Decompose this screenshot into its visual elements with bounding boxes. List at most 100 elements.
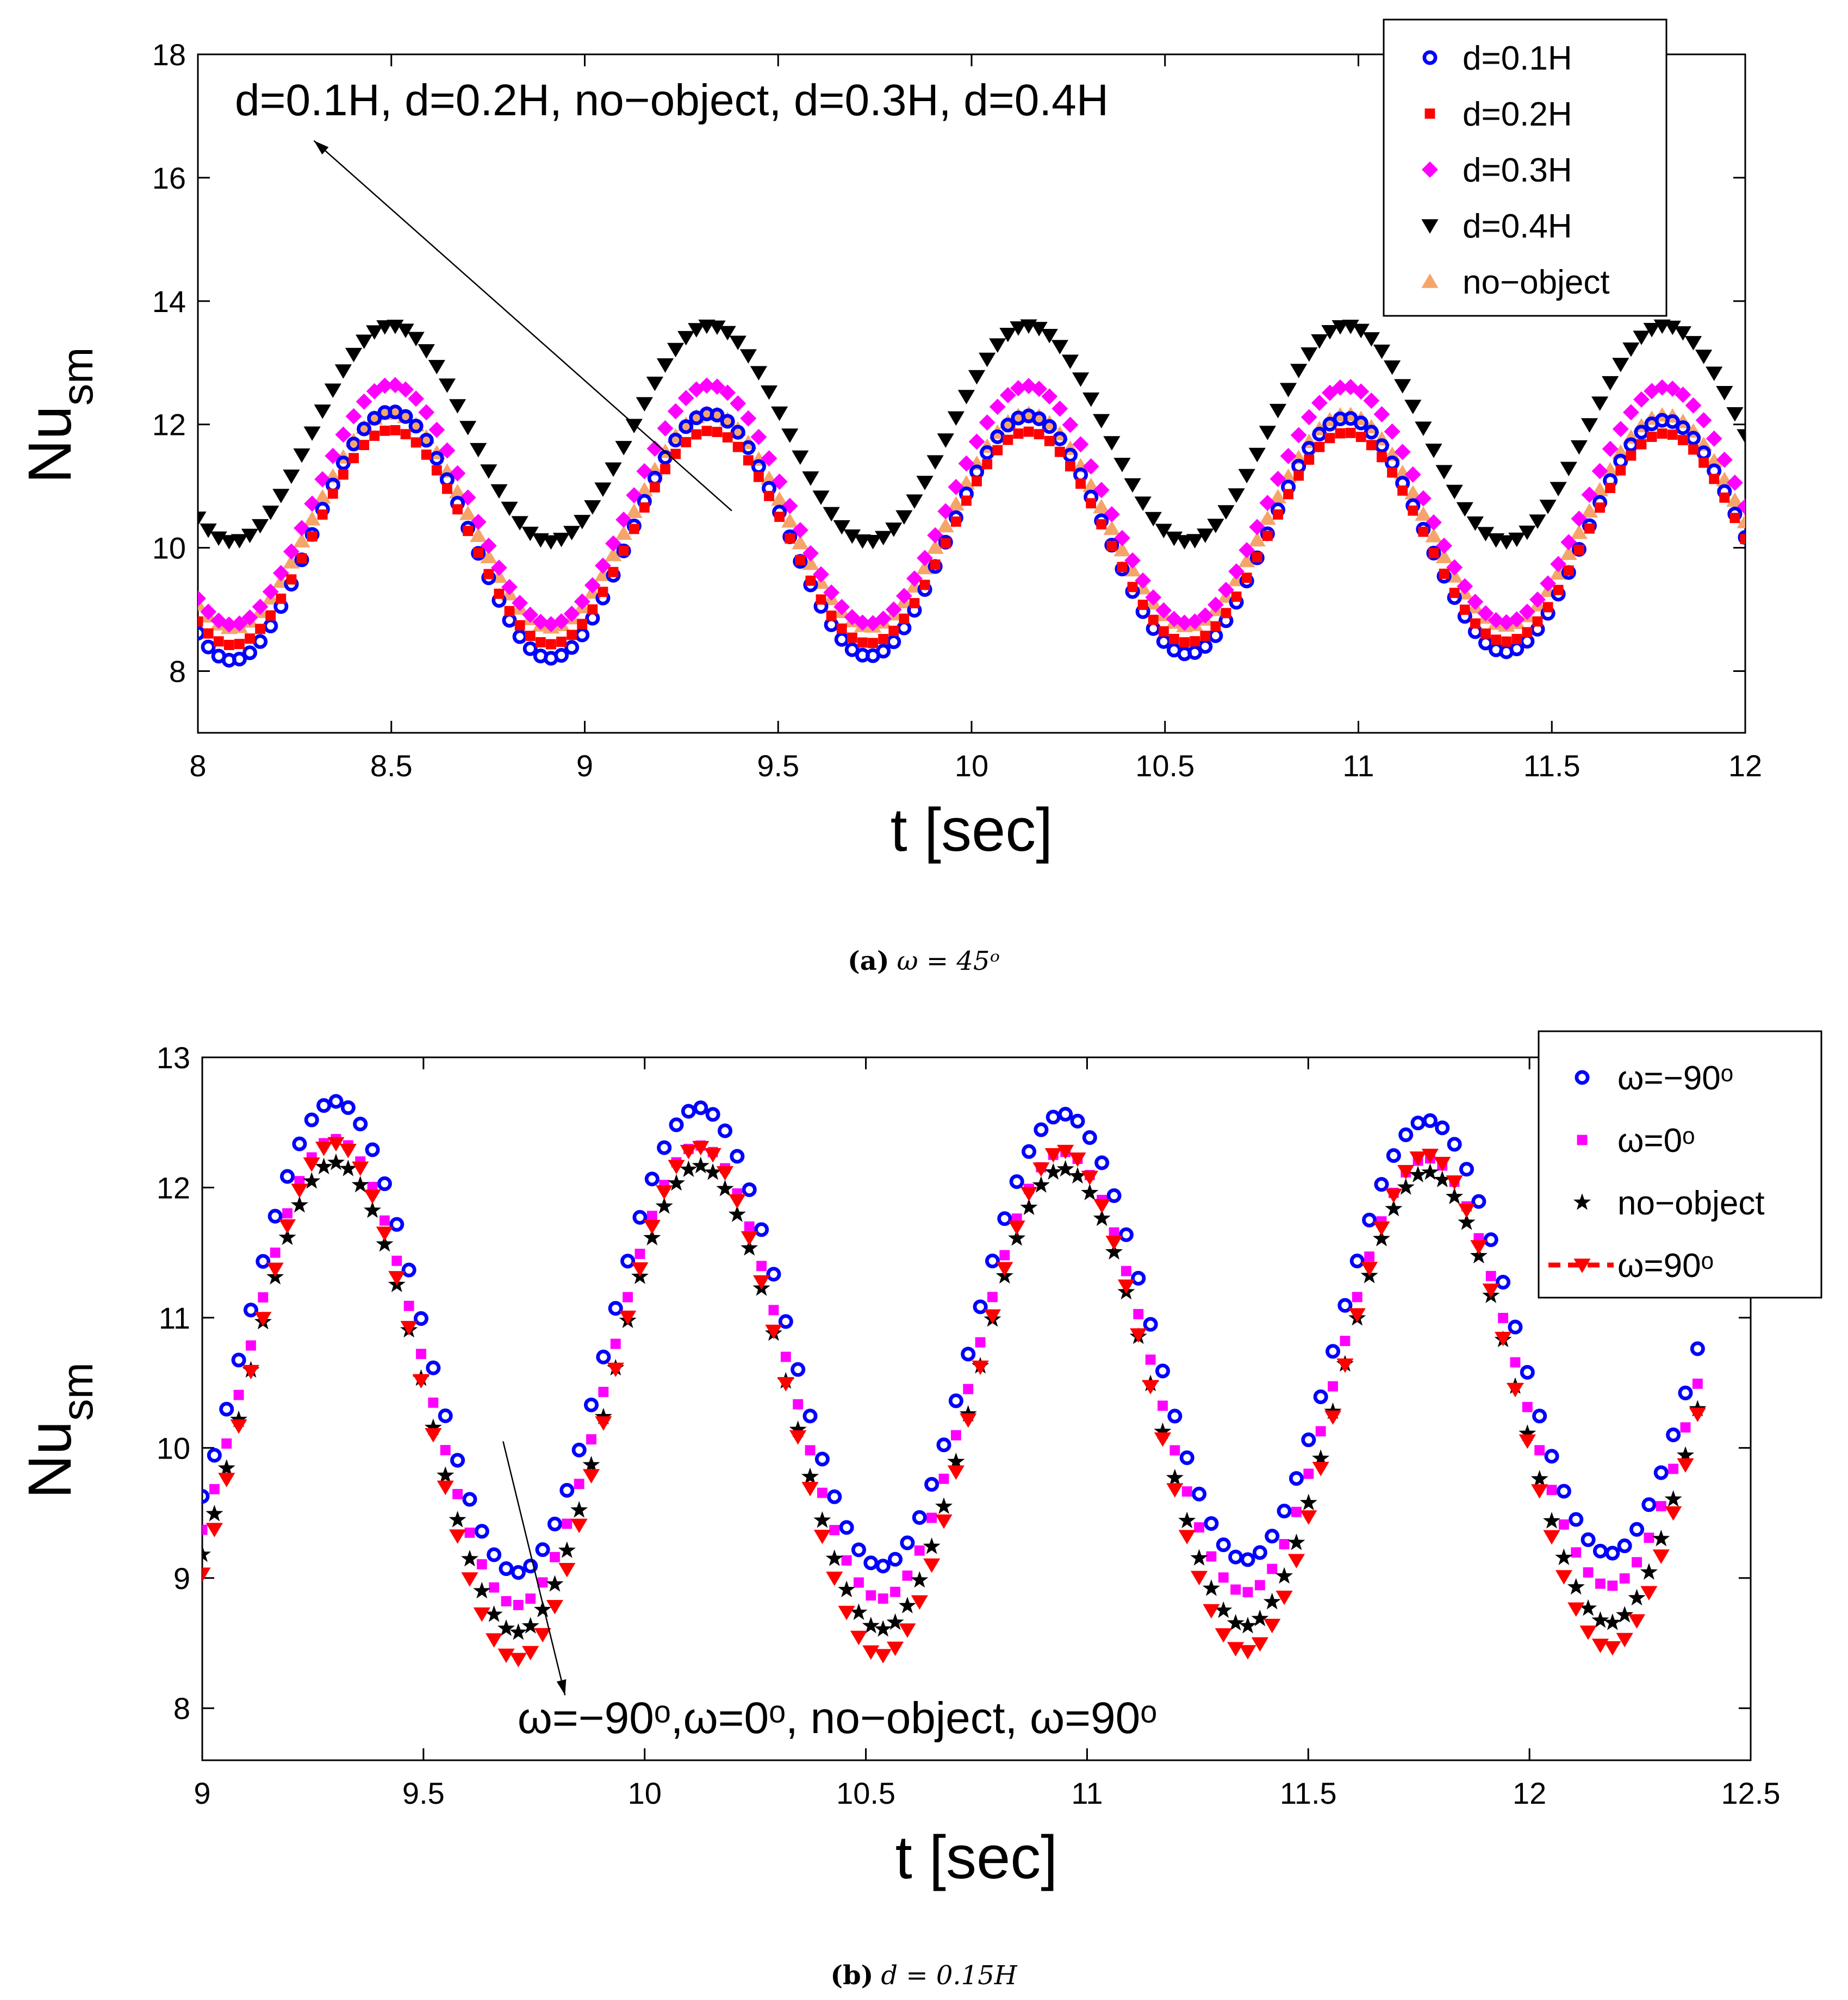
data-point-90 bbox=[948, 1393, 963, 1409]
data-point-d-0-2h bbox=[743, 455, 754, 466]
data-point-d-0-4h bbox=[449, 399, 466, 414]
data-point-90 bbox=[631, 1262, 649, 1277]
legend-label: ω=0ᵒ bbox=[1617, 1122, 1695, 1160]
data-point-d-0-2h bbox=[379, 425, 390, 436]
data-point-d-0-4h bbox=[1508, 532, 1526, 547]
data-point-d-0-4h bbox=[906, 494, 923, 509]
data-point-90 bbox=[923, 1558, 941, 1573]
data-point-90 bbox=[219, 1401, 234, 1417]
data-point-90 bbox=[1605, 1546, 1620, 1561]
data-point-0 bbox=[1352, 1292, 1362, 1303]
data-point-0 bbox=[866, 1590, 876, 1601]
data-point-d-0-4h bbox=[636, 397, 653, 412]
data-point-0 bbox=[1242, 1587, 1253, 1598]
data-point-d-0-4h bbox=[1113, 458, 1131, 472]
x-tick-label: 10.5 bbox=[1135, 749, 1194, 783]
data-point-90 bbox=[1131, 1270, 1146, 1286]
data-point-d-0-3h bbox=[1591, 463, 1608, 479]
data-point-d-0-3h bbox=[968, 433, 985, 450]
data-point-0 bbox=[610, 1338, 621, 1349]
data-point-90 bbox=[1203, 1604, 1220, 1619]
data-point-d-0-1h bbox=[679, 419, 694, 434]
data-point-d-0-2h bbox=[1075, 478, 1086, 489]
data-point-90 bbox=[1458, 1203, 1476, 1218]
data-point-d-0-1h bbox=[1675, 420, 1690, 435]
data-point-0 bbox=[367, 1181, 378, 1192]
data-point-90 bbox=[947, 1465, 965, 1480]
data-point-90 bbox=[206, 1523, 223, 1537]
data-point-d-0-4h bbox=[729, 335, 746, 351]
data-point-90 bbox=[911, 1595, 928, 1610]
data-point-d-0-4h bbox=[1331, 320, 1349, 335]
data-point-90 bbox=[1494, 1331, 1512, 1347]
data-point-d-0-4h bbox=[1446, 484, 1463, 500]
data-point-d-0-2h bbox=[1293, 470, 1304, 481]
data-point-0 bbox=[768, 1305, 779, 1316]
data-point-90 bbox=[400, 1320, 418, 1336]
legend-item-no-object: no−object bbox=[1573, 1185, 1765, 1222]
data-point-no-object bbox=[926, 539, 944, 554]
data-point-no-object bbox=[781, 513, 799, 528]
data-point-no-object bbox=[303, 1172, 321, 1189]
data-point-d-0-2h bbox=[816, 594, 826, 605]
data-point-90 bbox=[752, 1275, 770, 1290]
data-point-d-0-2h bbox=[1044, 435, 1055, 446]
data-point-0 bbox=[1328, 1381, 1338, 1392]
data-point-d-0-4h bbox=[1394, 379, 1411, 394]
data-point-d-0-4h bbox=[387, 320, 404, 334]
data-point-0 bbox=[890, 1586, 900, 1597]
data-point-no-object bbox=[625, 503, 643, 518]
data-point-90 bbox=[1496, 1275, 1511, 1290]
data-point-no-object bbox=[1446, 1187, 1464, 1205]
data-point-0 bbox=[805, 1445, 816, 1456]
data-point-90 bbox=[1532, 1409, 1547, 1424]
data-point-d-0-3h bbox=[833, 599, 850, 615]
data-point-0 bbox=[987, 1292, 998, 1303]
data-point-d-0-4h bbox=[1529, 514, 1546, 529]
data-point-d-0-3h bbox=[677, 390, 694, 407]
data-point-0 bbox=[537, 1577, 548, 1588]
data-point-no-object bbox=[1706, 453, 1723, 468]
data-point-90 bbox=[1009, 1174, 1024, 1189]
data-point-no-object bbox=[680, 1160, 698, 1177]
data-point-d-0-2h bbox=[660, 464, 670, 475]
data-point-d-0-4h bbox=[552, 533, 570, 547]
data-point-90 bbox=[280, 1169, 295, 1184]
data-point-no-object bbox=[293, 533, 310, 548]
data-point-d-0-2h bbox=[836, 623, 847, 634]
data-point-0 bbox=[1364, 1251, 1375, 1262]
data-point-no-object bbox=[1458, 1213, 1476, 1230]
data-point-d-0-2h bbox=[1324, 433, 1335, 444]
data-point-90 bbox=[972, 1360, 989, 1375]
data-point-no-object bbox=[1567, 1578, 1585, 1595]
data-point-d-0-2h bbox=[1241, 572, 1252, 583]
data-point-d-0-2h bbox=[1221, 608, 1231, 619]
data-point-d-0-3h bbox=[802, 545, 819, 562]
data-point-d-0-4h bbox=[1674, 326, 1691, 341]
data-point-90 bbox=[1555, 1570, 1572, 1585]
data-point-d-0-3h bbox=[397, 381, 414, 398]
data-point-90 bbox=[813, 1529, 831, 1544]
data-point-90 bbox=[1567, 1602, 1585, 1617]
annotation-arrow-head bbox=[314, 140, 329, 155]
data-point-d-0-3h bbox=[698, 377, 715, 394]
legend-item-90: ω=−90ᵒ bbox=[1575, 1060, 1733, 1097]
data-point-90 bbox=[1008, 1220, 1025, 1235]
data-point-d-0-4h bbox=[781, 428, 799, 443]
data-point-no-object bbox=[1581, 503, 1598, 518]
data-point-no-object bbox=[1227, 1613, 1245, 1631]
data-point-no-object bbox=[1178, 1511, 1196, 1529]
data-point-90 bbox=[1556, 1484, 1571, 1499]
data-point-90 bbox=[680, 1145, 698, 1160]
data-point-90 bbox=[438, 1408, 453, 1423]
data-point-d-0-2h bbox=[441, 483, 452, 494]
data-point-d-0-2h bbox=[390, 425, 401, 435]
data-point-d-0-2h bbox=[681, 437, 692, 447]
data-point-90 bbox=[327, 1137, 345, 1152]
data-point-90 bbox=[1652, 1549, 1670, 1564]
data-point-90 bbox=[254, 1312, 272, 1326]
data-point-d-0-4h bbox=[667, 342, 685, 358]
data-point-d-0-4h bbox=[574, 515, 591, 529]
data-point-90 bbox=[425, 1428, 442, 1443]
data-point-90 bbox=[230, 1419, 247, 1434]
